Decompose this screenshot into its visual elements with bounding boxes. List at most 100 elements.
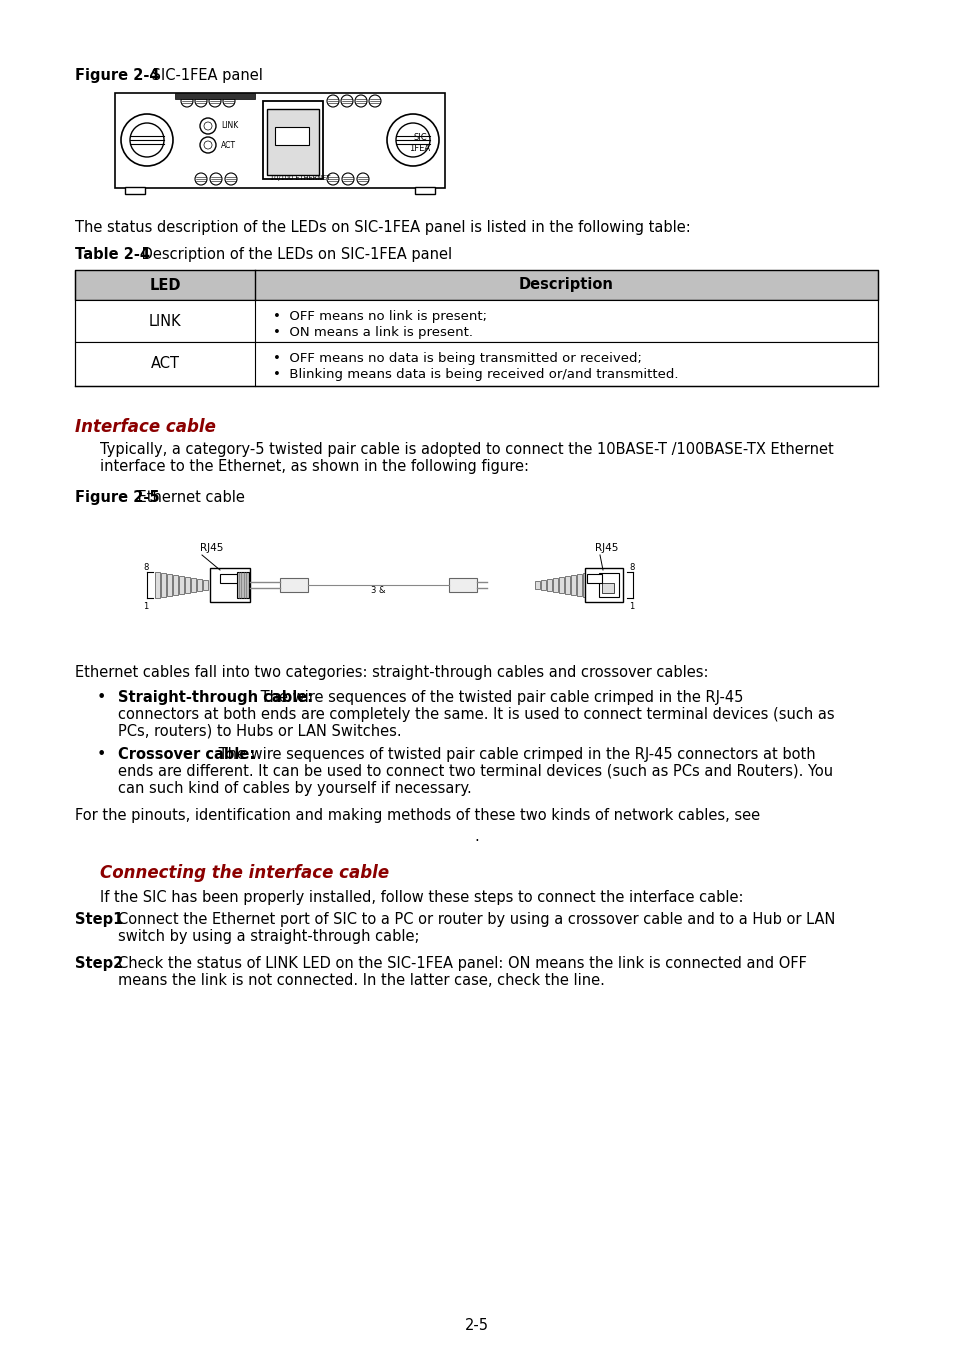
Text: Ethernet cables fall into two categories: straight-through cables and crossover : Ethernet cables fall into two categories… <box>75 666 708 680</box>
Bar <box>75 342 877 386</box>
Circle shape <box>204 122 212 130</box>
Circle shape <box>209 95 221 107</box>
Text: Connect the Ethernet port of SIC to a PC or router by using a crossover cable an: Connect the Ethernet port of SIC to a PC… <box>118 913 835 927</box>
Bar <box>601 583 614 593</box>
Text: Step1: Step1 <box>75 913 123 927</box>
Text: LED: LED <box>149 278 180 293</box>
Text: •: • <box>97 747 107 761</box>
Text: LINK: LINK <box>221 122 238 131</box>
Text: connectors at both ends are completely the same. It is used to connect terminal : connectors at both ends are completely t… <box>118 707 834 722</box>
Bar <box>546 579 552 591</box>
Text: •  OFF means no link is present;: • OFF means no link is present; <box>273 310 486 323</box>
Bar <box>220 574 237 583</box>
Circle shape <box>121 113 172 166</box>
Circle shape <box>204 140 212 148</box>
Circle shape <box>327 95 338 107</box>
Bar <box>449 578 476 593</box>
Bar <box>586 574 601 583</box>
Bar <box>179 576 184 594</box>
Text: Step2: Step2 <box>75 956 123 971</box>
Circle shape <box>355 95 367 107</box>
Text: LINK: LINK <box>149 313 181 328</box>
Text: Ethernet cable: Ethernet cable <box>132 490 245 505</box>
Text: Typically, a category-5 twisted pair cable is adopted to connect the 10BASE-T /1: Typically, a category-5 twisted pair cab… <box>100 441 833 458</box>
Bar <box>161 572 166 597</box>
Circle shape <box>223 95 234 107</box>
Text: switch by using a straight-through cable;: switch by using a straight-through cable… <box>118 929 419 944</box>
Bar <box>75 270 877 300</box>
Text: SIC-1FEA panel: SIC-1FEA panel <box>147 68 263 82</box>
Text: Figure 2-5: Figure 2-5 <box>75 490 159 505</box>
Text: Check the status of LINK LED on the SIC-1FEA panel: ON means the link is connect: Check the status of LINK LED on the SIC-… <box>118 956 806 971</box>
Text: .: . <box>475 829 478 844</box>
Bar <box>236 572 249 598</box>
Bar <box>267 109 318 176</box>
Bar <box>584 568 622 602</box>
Text: Connecting the interface cable: Connecting the interface cable <box>100 864 389 882</box>
Text: •  ON means a link is present.: • ON means a link is present. <box>273 325 473 339</box>
Bar <box>174 93 254 99</box>
Text: PCs, routers) to Hubs or LAN Switches.: PCs, routers) to Hubs or LAN Switches. <box>118 724 401 738</box>
Text: ACT: ACT <box>221 140 235 150</box>
Text: means the link is not connected. In the latter case, check the line.: means the link is not connected. In the … <box>118 973 604 988</box>
Circle shape <box>210 173 222 185</box>
Bar <box>196 579 202 591</box>
Circle shape <box>194 173 207 185</box>
Text: 1: 1 <box>628 602 634 612</box>
Circle shape <box>327 173 338 185</box>
Bar <box>280 578 308 593</box>
Bar <box>274 127 309 144</box>
Text: •  Blinking means data is being received or/and transmitted.: • Blinking means data is being received … <box>273 369 678 381</box>
Text: Straight-through cable:: Straight-through cable: <box>118 690 313 705</box>
Bar <box>191 578 195 593</box>
Bar <box>125 188 145 194</box>
Text: Description: Description <box>518 278 614 293</box>
Text: ends are different. It can be used to connect two terminal devices (such as PCs : ends are different. It can be used to co… <box>118 764 832 779</box>
Text: The status description of the LEDs on SIC-1FEA panel is listed in the following : The status description of the LEDs on SI… <box>75 220 690 235</box>
Circle shape <box>340 95 353 107</box>
Text: Description of the LEDs on SIC-1FEA panel: Description of the LEDs on SIC-1FEA pane… <box>137 247 452 262</box>
Text: RJ45: RJ45 <box>200 543 223 554</box>
Text: The wire sequences of the twisted pair cable crimped in the RJ-45: The wire sequences of the twisted pair c… <box>255 690 742 705</box>
Circle shape <box>369 95 380 107</box>
Circle shape <box>200 117 215 134</box>
Text: SIC
1FEA: SIC 1FEA <box>409 134 430 153</box>
Bar <box>75 300 877 342</box>
Bar <box>172 575 178 595</box>
Bar <box>558 576 563 593</box>
Text: 1: 1 <box>143 602 148 612</box>
Text: RJ45: RJ45 <box>595 543 618 554</box>
Text: •  OFF means no data is being transmitted or received;: • OFF means no data is being transmitted… <box>273 352 641 365</box>
Bar <box>577 574 581 595</box>
Text: Table 2-4: Table 2-4 <box>75 247 150 262</box>
Bar <box>553 578 558 593</box>
Text: Figure 2-4: Figure 2-4 <box>75 68 159 82</box>
Text: 8: 8 <box>628 563 634 572</box>
Circle shape <box>356 173 369 185</box>
Text: Crossover cable:: Crossover cable: <box>118 747 255 761</box>
Text: 8: 8 <box>143 563 149 572</box>
Text: 2-5: 2-5 <box>464 1318 489 1332</box>
Bar <box>598 572 618 597</box>
Text: For the pinouts, identification and making methods of these two kinds of network: For the pinouts, identification and maki… <box>75 809 760 824</box>
Bar <box>167 574 172 595</box>
Bar <box>415 188 435 194</box>
Text: Interface cable: Interface cable <box>75 418 215 436</box>
Circle shape <box>194 95 207 107</box>
Circle shape <box>395 123 430 157</box>
Bar <box>564 576 569 594</box>
Bar <box>535 580 539 589</box>
Bar <box>154 572 160 598</box>
Text: If the SIC has been properly installed, follow these steps to connect the interf: If the SIC has been properly installed, … <box>100 890 742 905</box>
Bar <box>540 580 545 590</box>
Circle shape <box>130 123 164 157</box>
Bar <box>115 93 444 188</box>
Text: The wire sequences of twisted pair cable crimped in the RJ-45 connectors at both: The wire sequences of twisted pair cable… <box>213 747 815 761</box>
Bar <box>185 576 190 593</box>
Bar <box>210 568 250 602</box>
Text: 10/100 ETHERNET: 10/100 ETHERNET <box>270 176 330 181</box>
Circle shape <box>387 113 438 166</box>
Text: •: • <box>97 690 107 705</box>
Circle shape <box>181 95 193 107</box>
Text: ACT: ACT <box>151 356 179 371</box>
